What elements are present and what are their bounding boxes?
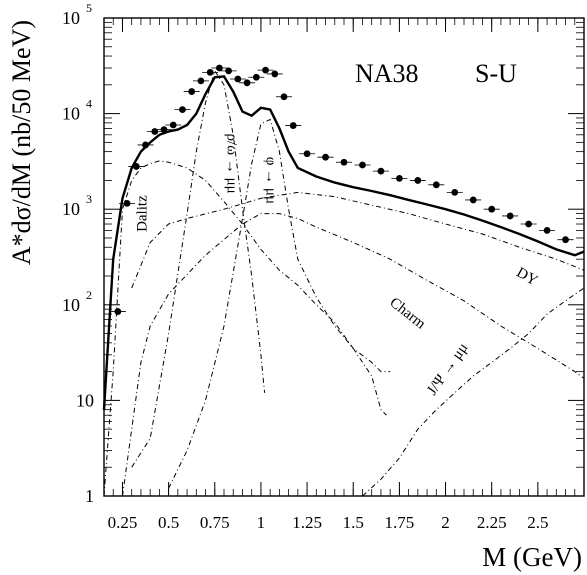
curve-rho-omega	[131, 69, 266, 468]
plot-frame	[103, 17, 585, 497]
y-tick-label: 10	[62, 104, 80, 124]
x-tick-label: 0.5	[158, 513, 179, 532]
curve-label: Dalitz	[135, 195, 151, 232]
data-point	[206, 68, 214, 76]
x-tick-label: 1.5	[343, 513, 364, 532]
curve-j-psi	[362, 287, 585, 497]
data-point	[225, 67, 233, 75]
data-point	[414, 177, 422, 184]
data-point	[395, 174, 403, 182]
data-point	[525, 220, 533, 228]
y-tick-exponent: 5	[86, 1, 92, 15]
x-tick-label: 2.5	[527, 513, 548, 532]
curve-phi	[168, 118, 387, 489]
curve-label: ρ/ω → μμ	[224, 134, 240, 194]
data-point	[562, 236, 569, 244]
curve-label: φ → μμ	[263, 157, 279, 204]
x-tick-label: 2.25	[477, 513, 507, 532]
data-point	[469, 196, 477, 204]
curve-label: J/Ψ → μμ	[424, 340, 471, 398]
x-tick-label: 0.25	[108, 513, 138, 532]
y-tick-label: 1	[85, 486, 94, 506]
x-tick-label: 2	[441, 513, 450, 532]
y-axis-label: A*dσ/dM (nb/50 MeV)	[7, 20, 36, 265]
data-point	[151, 128, 159, 135]
data-point	[169, 121, 177, 129]
y-tick-exponent: 4	[86, 97, 92, 111]
data-point	[451, 188, 459, 196]
data-point	[142, 141, 149, 149]
data-point	[359, 161, 366, 169]
data-point	[215, 64, 223, 72]
data-point	[506, 212, 514, 220]
data-point	[234, 75, 242, 83]
data-point	[322, 153, 329, 161]
data-point	[262, 66, 269, 74]
curves	[102, 69, 585, 497]
axis-ticks: 0.25 0.5 0.75 1 1.25 1.5 1.75 2 2.25 2.5 1 10 10 2 10 3…	[62, 1, 585, 532]
x-tick-label: 1.75	[385, 513, 415, 532]
data-point	[289, 122, 297, 129]
annotation-system: S-U	[475, 59, 517, 88]
data-point	[179, 106, 186, 114]
curve-charm	[122, 213, 585, 497]
data-point	[543, 227, 551, 234]
data-point	[432, 181, 440, 189]
data-point	[280, 93, 288, 101]
curve-total	[102, 75, 585, 410]
data-points	[109, 64, 574, 315]
data-point	[123, 199, 131, 207]
data-point	[160, 126, 168, 134]
y-tick-label: 10	[62, 199, 80, 219]
data-point	[132, 163, 140, 170]
x-axis-label: M (GeV)	[482, 542, 582, 572]
y-tick-label: 10	[62, 8, 80, 28]
data-point	[114, 308, 122, 315]
annotation-experiment: NA38	[355, 59, 419, 88]
y-tick-exponent: 3	[86, 192, 92, 206]
x-tick-label: 0.75	[200, 513, 230, 532]
data-point	[271, 70, 279, 78]
y-tick-label: 10	[62, 295, 80, 315]
data-point	[377, 167, 385, 175]
x-tick-label: 1	[257, 513, 266, 532]
data-point	[197, 77, 205, 85]
data-point	[488, 205, 496, 213]
data-point	[340, 158, 348, 166]
data-point	[188, 88, 196, 95]
data-point	[303, 150, 311, 158]
curve-label: Charm	[386, 295, 428, 333]
x-tick-label: 1.25	[292, 513, 322, 532]
y-tick-exponent: 2	[86, 288, 92, 302]
data-point	[243, 79, 251, 87]
curve-dy	[131, 191, 585, 289]
data-point	[252, 73, 260, 81]
y-tick-label: 10	[76, 390, 94, 410]
curve-label: DY	[514, 265, 541, 290]
